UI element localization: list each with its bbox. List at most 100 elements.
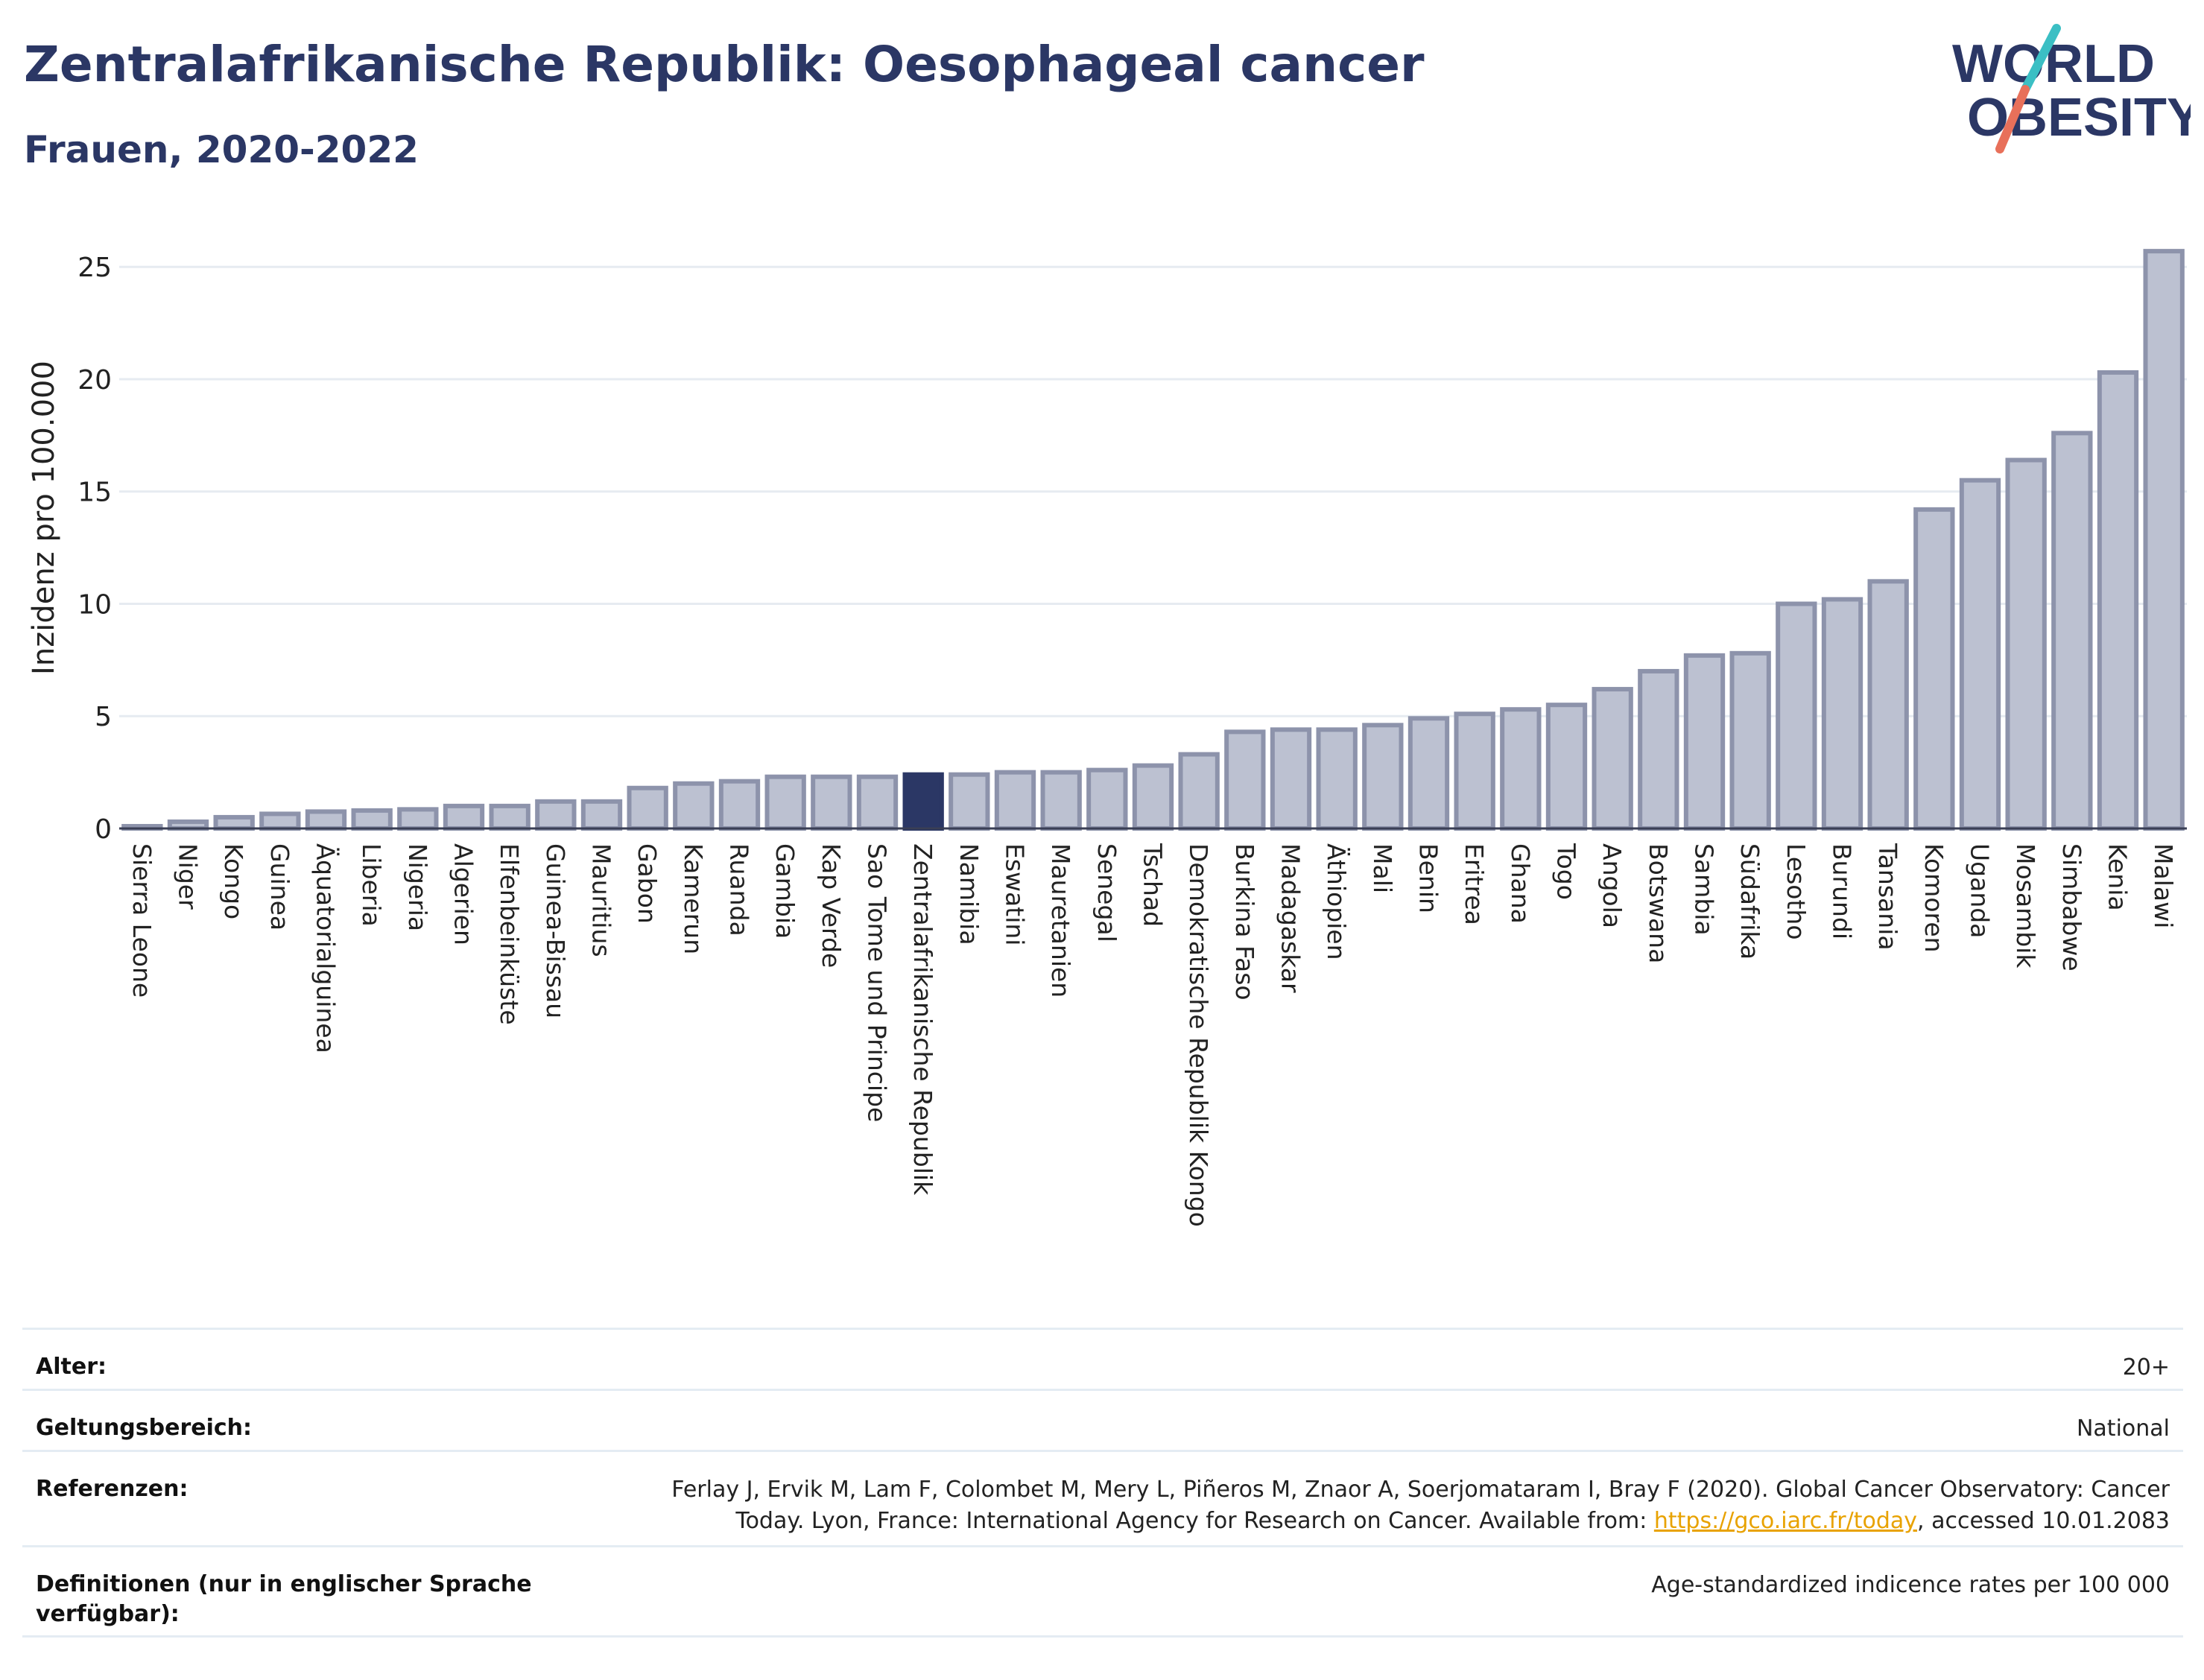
x-tick-label: Burundi <box>1828 843 1857 939</box>
bar <box>1270 727 1312 831</box>
meta-key-references: Referenzen: <box>36 1476 189 1502</box>
bar <box>949 772 990 831</box>
x-tick-label: Kongo <box>219 843 248 919</box>
bar <box>811 774 852 831</box>
bar <box>2097 370 2139 831</box>
bar <box>1407 716 1450 831</box>
meta-key-age: Alter: <box>36 1354 107 1380</box>
x-tick-label: Guinea-Bissau <box>541 843 570 1018</box>
bar <box>1776 601 1817 831</box>
x-tick-label: Nigeria <box>403 843 432 931</box>
bar <box>259 811 301 831</box>
bar <box>1500 707 1542 831</box>
bars <box>121 249 2185 831</box>
bar <box>1729 650 1771 831</box>
logo-coral-stroke <box>1995 85 2030 153</box>
x-tick-label: Burkina Faso <box>1230 843 1259 1001</box>
x-tick-label: Zentralafrikanische Republik <box>908 843 937 1196</box>
bar <box>351 808 393 831</box>
x-tick-label: Äthiopien <box>1322 843 1351 960</box>
x-tick-label: Tansania <box>1873 843 1902 951</box>
x-tick-label: Angola <box>1597 843 1627 928</box>
reference-link[interactable]: https://gco.iarc.fr/today <box>1653 1508 1918 1534</box>
x-tick-label: Ghana <box>1506 843 1535 924</box>
bar <box>1316 727 1358 831</box>
x-tick-label: Liberia <box>357 843 386 927</box>
meta-value-definitions: Age-standardized indicence rates per 100… <box>1651 1572 2170 1598</box>
bar <box>764 774 806 831</box>
bar <box>673 781 715 831</box>
bar <box>397 807 439 831</box>
x-tick-label: Kamerun <box>679 843 708 954</box>
bar <box>1867 579 1909 831</box>
bar <box>1959 478 2001 831</box>
y-tick-label: 15 <box>77 478 112 508</box>
bar <box>1454 711 1495 831</box>
x-tick-label: Tschad <box>1139 843 1168 927</box>
x-tick-label: Malawi <box>2149 843 2178 928</box>
y-tick-label: 5 <box>95 702 112 732</box>
meta-row-age: Alter: 20+ <box>22 1328 2183 1389</box>
y-tick-label: 10 <box>77 589 112 620</box>
x-tick-label: Uganda <box>1966 843 1995 938</box>
x-tick-label: Mauretanien <box>1046 843 1075 998</box>
logo-text-world: WORLD <box>1952 34 2155 94</box>
x-tick-label: Demokratische Republik Kongo <box>1184 843 1213 1227</box>
bar <box>1683 653 1726 831</box>
bar <box>1040 770 1082 831</box>
bar-chart: 0 5 10 15 20 25 Inzidenz pro 100.000 Sierra L… <box>27 249 2187 1227</box>
x-tick-label: Mosambik <box>2011 843 2040 969</box>
chart-title: Zentralafrikanische Republik: Oesophagea… <box>24 36 1425 93</box>
y-tick-label: 0 <box>95 814 112 845</box>
meta-row-definitions: Definitionen (nur in englischer Sprache … <box>22 1545 2183 1638</box>
x-tick-label: Mali <box>1368 843 1397 893</box>
metadata-table: Alter: 20+ Geltungsbereich: National Ref… <box>22 1328 2183 1638</box>
x-tick-label: Niger <box>174 843 203 910</box>
x-tick-label: Elfenbeinküste <box>495 843 524 1025</box>
bar <box>627 785 668 831</box>
x-tick-label: Sao Tome und Principe <box>863 843 892 1122</box>
x-tick-label: Gabon <box>633 843 662 924</box>
chart-subtitle: Frauen, 2020-2022 <box>24 128 419 171</box>
meta-row-references: Referenzen: Ferlay J, Ervik M, Lam F, Co… <box>22 1450 2183 1545</box>
meta-row-scope: Geltungsbereich: National <box>22 1389 2183 1450</box>
logo-teal-stroke <box>2021 24 2061 94</box>
y-axis-ticks: 0 5 10 15 20 25 <box>77 253 112 845</box>
bar <box>1224 729 1266 831</box>
meta-key-definitions: Definitionen (nur in englischer Sprache … <box>36 1571 532 1627</box>
reference-text-line1: Ferlay J, Ervik M, Lam F, Colombet M, Me… <box>671 1477 2170 1503</box>
reference-text-post: , accessed 10.01.2083 <box>1917 1508 2170 1534</box>
x-tick-label: Eritrea <box>1460 843 1489 925</box>
meta-value-age: 20+ <box>2122 1354 2170 1381</box>
x-tick-label: Madagaskar <box>1276 843 1305 993</box>
bar <box>902 772 944 831</box>
x-tick-label: Sierra Leone <box>127 843 156 998</box>
meta-key-scope: Geltungsbereich: <box>36 1415 253 1441</box>
bar <box>1821 597 1863 831</box>
meta-value-references: Ferlay J, Ervik M, Lam F, Colombet M, Me… <box>671 1474 2170 1537</box>
bar <box>443 803 485 831</box>
bar <box>2051 431 2093 831</box>
bar <box>1132 763 1174 831</box>
x-tick-label: Guinea <box>265 843 294 931</box>
x-tick-label: Ruanda <box>725 843 754 936</box>
bar <box>2005 457 2047 831</box>
bar <box>1086 767 1128 831</box>
bar <box>1545 703 1588 831</box>
x-tick-label: Lesotho <box>1782 843 1811 940</box>
x-tick-label: Äquatorialguinea <box>311 843 341 1053</box>
world-obesity-logo: WORLD OBESITY <box>1952 24 2191 153</box>
bar <box>2143 249 2185 831</box>
bar <box>489 803 531 831</box>
x-tick-label: Benin <box>1414 843 1443 913</box>
x-tick-label: Mauritius <box>587 843 616 957</box>
bar <box>580 799 623 831</box>
x-tick-label: Kenia <box>2103 843 2132 911</box>
x-tick-label: Eswatini <box>1001 843 1030 945</box>
x-tick-label: Südafrika <box>1735 843 1764 960</box>
x-tick-label: Gambia <box>770 843 799 939</box>
meta-value-scope: National <box>2076 1416 2170 1442</box>
x-tick-label: Sambia <box>1690 843 1719 936</box>
bar <box>1362 723 1404 831</box>
y-tick-label: 25 <box>77 253 112 283</box>
